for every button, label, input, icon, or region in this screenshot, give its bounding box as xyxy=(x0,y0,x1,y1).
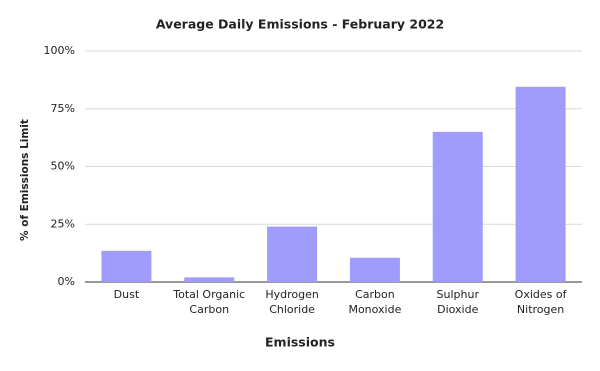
chart-title: Average Daily Emissions - February 2022 xyxy=(156,17,444,32)
bar xyxy=(267,226,318,282)
y-axis-label: % of Emissions Limit xyxy=(19,119,31,241)
y-tick-label: 0% xyxy=(58,275,75,288)
x-tick-label: Dust xyxy=(113,288,140,301)
y-tick-label: 100% xyxy=(44,44,75,57)
y-tick-label: 75% xyxy=(51,102,75,115)
x-tick-label: Carbon Monoxide xyxy=(348,288,402,316)
x-tick-label: Sulphur Dioxide xyxy=(436,288,479,316)
bar xyxy=(349,257,400,282)
bar xyxy=(101,250,152,282)
bar xyxy=(515,86,566,283)
y-tick-label: 50% xyxy=(51,160,75,173)
x-tick-label: Hydrogen Chloride xyxy=(265,288,319,316)
bar xyxy=(432,131,483,282)
y-tick-label: 25% xyxy=(51,217,75,230)
x-axis-label: Emissions xyxy=(265,335,335,350)
x-tick-label: Oxides of Nitrogen xyxy=(514,288,567,316)
bar xyxy=(184,277,235,282)
x-tick-label: Total Organic Carbon xyxy=(173,288,246,316)
